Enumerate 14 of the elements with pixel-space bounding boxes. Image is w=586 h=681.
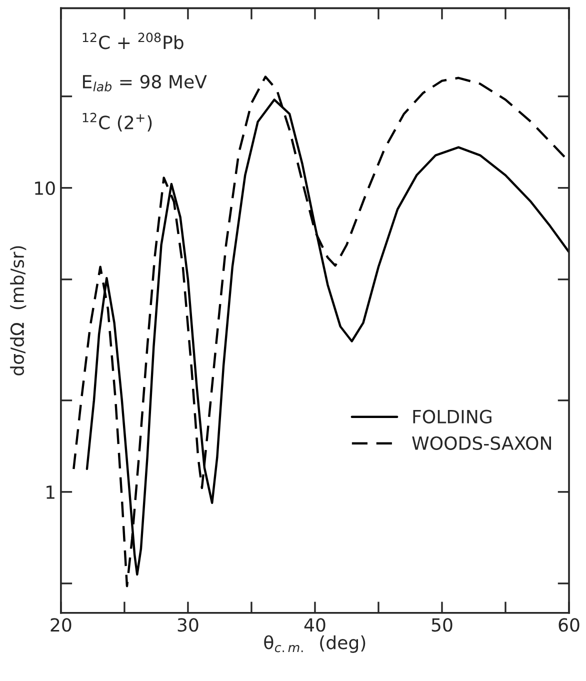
y-tick-label: 10 [35, 181, 55, 195]
legend-label: WOODS-SAXON [412, 436, 551, 450]
annotation: $^{12}$C (2$^{+}$) [82, 112, 152, 132]
legend-label: FOLDING [413, 410, 492, 424]
x-tick-label: 40 [304, 618, 326, 632]
annotation: $^{12}$C + $^{208}$Pb [82, 32, 184, 50]
x-tick-label: 20 [50, 618, 72, 632]
annotation: E$_{lab}$ = 98 MeV [83, 74, 207, 92]
y-axis-title: dσ/dΩ (mb/sr) [10, 246, 26, 376]
x-tick-label: 60 [558, 618, 580, 632]
text: θ$_{c.m.}$ (deg) [264, 635, 366, 653]
x-tick-label: 30 [178, 618, 198, 632]
x-tick-label: 50 [432, 618, 452, 632]
y-tick-label: 1 [46, 486, 54, 499]
